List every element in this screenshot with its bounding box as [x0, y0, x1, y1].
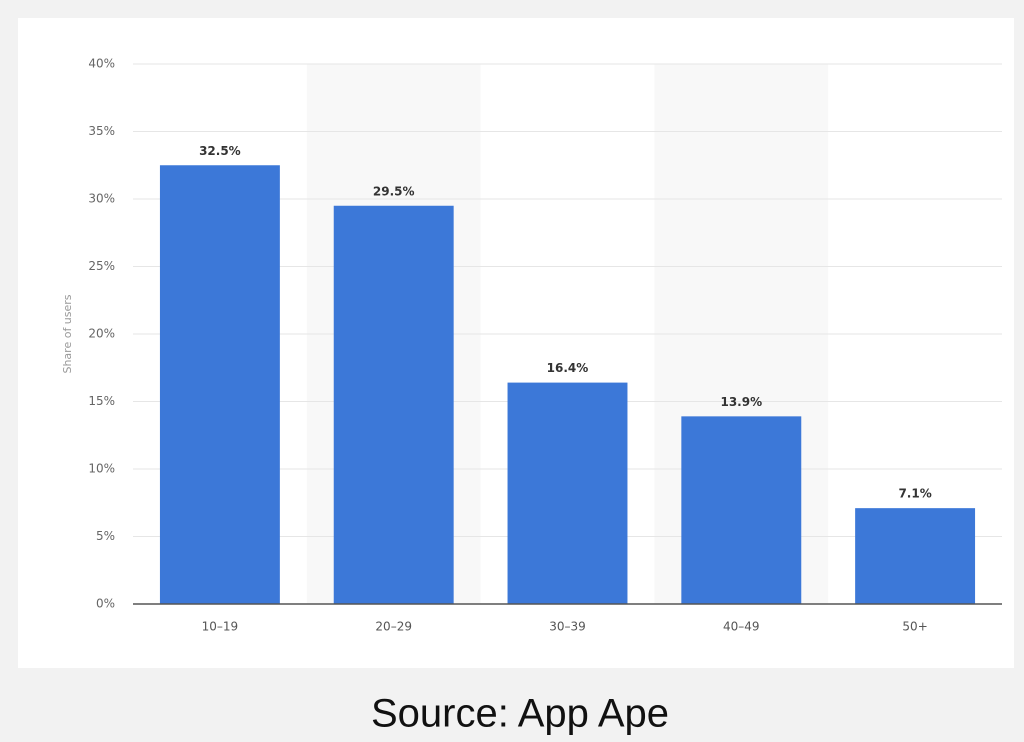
x-tick-label: 50+	[902, 620, 927, 634]
value-label: 7.1%	[898, 487, 931, 501]
y-tick-label: 15%	[88, 394, 115, 408]
x-tick-label: 30–39	[549, 620, 586, 634]
y-axis-label: Share of users	[61, 294, 74, 373]
value-label: 13.9%	[720, 395, 762, 409]
bar	[507, 382, 628, 604]
value-label: 32.5%	[199, 144, 241, 158]
y-tick-label: 30%	[88, 192, 115, 206]
value-label: 29.5%	[373, 184, 415, 198]
bar	[681, 416, 802, 604]
source: Source: App Ape	[371, 692, 669, 736]
bar	[159, 165, 280, 604]
x-tick-label: 40–49	[723, 620, 760, 634]
bar	[855, 508, 976, 604]
y-tick-label: 0%	[96, 597, 115, 611]
y-tick-label: 5%	[96, 529, 115, 543]
y-tick-label: 10%	[88, 462, 115, 476]
y-tick-label: 35%	[88, 124, 115, 138]
y-tick-label: 25%	[88, 259, 115, 273]
y-tick-label: 20%	[88, 327, 115, 341]
bar	[333, 205, 454, 604]
x-tick-label: 10–19	[202, 620, 239, 634]
value-label: 16.4%	[547, 361, 589, 375]
y-tick-label: 40%	[88, 57, 115, 71]
x-tick-label: 20–29	[375, 620, 412, 634]
